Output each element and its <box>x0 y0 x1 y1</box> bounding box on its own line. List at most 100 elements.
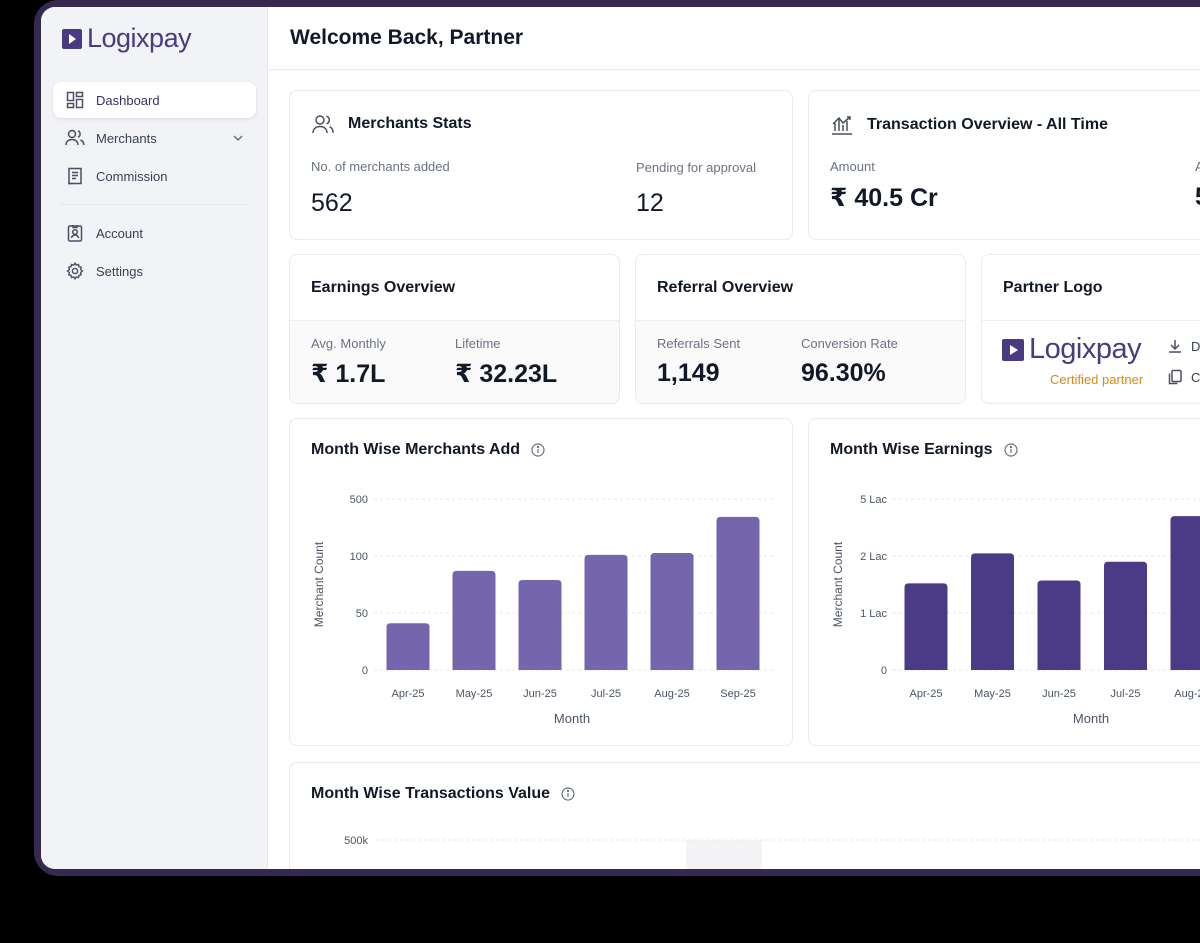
x-tick-label: May-25 <box>456 688 493 700</box>
logo-mark-icon <box>62 28 82 49</box>
referral-overview-card: Referral Overview Referrals Sent 1,149 C… <box>635 254 966 404</box>
gear-icon <box>65 261 85 281</box>
x-tick-label: Jul-25 <box>591 688 621 700</box>
x-tick-label: Jun-25 <box>1042 688 1076 700</box>
y-axis-label: Merchant Count <box>831 541 845 627</box>
sidebar: Logixpay Dashboard M <box>41 7 268 869</box>
earnings-overview-card: Earnings Overview Avg. Monthly ₹ 1.7L Li… <box>289 254 620 404</box>
copy-label-partial: C <box>1191 369 1200 385</box>
download-label-partial: D <box>1191 338 1200 354</box>
y-tick-label: 0 <box>362 665 368 677</box>
bar <box>650 553 694 670</box>
x-tick-label: Jun-25 <box>523 688 557 700</box>
x-tick-label: Aug-25 <box>654 688 689 700</box>
dashboard-icon <box>65 90 85 110</box>
pending-approval-value: 12 <box>636 189 664 217</box>
sidebar-item-label: Merchants <box>96 130 157 146</box>
sidebar-nav: Dashboard Merchants <box>53 82 256 291</box>
y-tick-label: 5 Lac <box>860 494 887 506</box>
sidebar-item-commission[interactable]: Commission <box>53 158 256 194</box>
count-label-partial: A <box>1195 159 1200 174</box>
brand-logo[interactable]: Logixpay <box>62 23 192 54</box>
chart-trend-icon <box>830 114 854 136</box>
card-title: Earnings Overview <box>311 278 456 296</box>
y-axis-label: Merchant Count <box>312 541 326 627</box>
conversion-rate-value: 96.30% <box>801 359 886 387</box>
logo-mark-icon <box>1002 338 1024 361</box>
earnings-chart-card: Month Wise Earnings 0 1 Lac 2 Lac 5 Lac Apr-… <box>808 418 1200 746</box>
bar <box>1104 561 1147 670</box>
bar <box>904 583 948 670</box>
id-badge-icon <box>65 223 85 243</box>
bar <box>716 516 760 670</box>
certified-partner-label: Certified partner <box>1050 372 1144 387</box>
y-tick-label: 1 Lac <box>860 608 887 620</box>
copy-logo-button[interactable]: C <box>1167 369 1200 385</box>
x-axis-label: Month <box>554 711 590 726</box>
chart-title: Month Wise Earnings <box>830 441 993 458</box>
app-screen: Logixpay Dashboard M <box>41 7 1200 869</box>
bar <box>584 554 628 670</box>
sidebar-item-label: Account <box>96 225 143 241</box>
partner-logo-preview: Logixpay <box>1002 333 1142 366</box>
merchants-stats-card: Merchants Stats No. of merchants added 5… <box>289 90 793 240</box>
bar <box>518 579 562 670</box>
chevron-down-icon[interactable] <box>232 132 244 147</box>
avg-monthly-label: Avg. Monthly <box>311 336 386 351</box>
card-title: Merchants Stats <box>348 115 472 132</box>
merchants-added-label: No. of merchants added <box>311 159 450 174</box>
main-content: Welcome Back, Partner Merchants Stats No… <box>269 7 1200 869</box>
transactions-chart-card: Month Wise Transactions Value 500k <box>289 762 1200 869</box>
merchants-chart-card: Month Wise Merchants Add 0 50 100 500 Apr-25… <box>289 418 793 746</box>
nav-divider <box>61 204 248 205</box>
copy-icon <box>1167 369 1183 385</box>
info-icon[interactable] <box>561 787 575 801</box>
card-title: Transaction Overview - All Time <box>867 116 1108 133</box>
x-tick-label: Apr-25 <box>909 688 942 700</box>
y-tick-label: 2 Lac <box>860 551 887 563</box>
sidebar-item-label: Dashboard <box>96 92 160 108</box>
info-icon[interactable] <box>531 443 545 457</box>
bar <box>971 553 1014 670</box>
x-tick-label: May-25 <box>974 688 1011 700</box>
merchants-added-value: 562 <box>311 189 353 217</box>
y-tick-label: 500k <box>344 835 368 847</box>
sidebar-item-label: Settings <box>96 263 143 279</box>
info-icon[interactable] <box>1003 443 1018 457</box>
users-icon <box>65 128 85 148</box>
sidebar-item-account[interactable]: Account <box>53 215 256 251</box>
referrals-sent-label: Referrals Sent <box>657 336 741 351</box>
receipt-icon <box>65 166 85 186</box>
earnings-bar-chart: 0 1 Lac 2 Lac 5 Lac Apr-25 May-25 Jun-25 Jul-25… <box>831 494 1200 726</box>
transactions-bar-chart: 500k <box>344 835 1200 847</box>
bar <box>386 623 430 670</box>
users-icon <box>311 114 335 134</box>
lifetime-value: ₹ 32.23L <box>455 360 558 388</box>
download-logo-button[interactable]: D <box>1167 338 1200 354</box>
card-title: Partner Logo <box>1003 278 1103 296</box>
page-title: Welcome Back, Partner <box>290 26 524 49</box>
y-tick-label: 50 <box>356 608 368 620</box>
sidebar-item-merchants[interactable]: Merchants <box>53 120 256 156</box>
transaction-overview-card: Transaction Overview - All Time Amount ₹… <box>808 90 1200 240</box>
bar <box>1170 516 1200 670</box>
chart-title: Month Wise Merchants Add <box>311 441 521 458</box>
partner-logo-text: Logixpay <box>1029 333 1142 365</box>
download-icon <box>1167 338 1183 354</box>
x-tick-label: Sep-25 <box>720 688 755 700</box>
chart-hover-band <box>686 840 762 869</box>
avg-monthly-value: ₹ 1.7L <box>311 360 386 388</box>
brand-name: Logixpay <box>87 23 192 53</box>
x-axis-label: Month <box>1073 711 1109 726</box>
sidebar-item-settings[interactable]: Settings <box>53 253 256 289</box>
sidebar-item-dashboard[interactable]: Dashboard <box>53 82 256 118</box>
lifetime-label: Lifetime <box>455 336 501 351</box>
referrals-sent-value: 1,149 <box>657 359 720 387</box>
bar <box>1037 580 1081 670</box>
x-tick-label: Apr-25 <box>391 688 424 700</box>
pending-approval-label: Pending for approval <box>636 160 756 175</box>
y-tick-label: 0 <box>881 665 887 677</box>
topbar: Welcome Back, Partner <box>269 7 1200 70</box>
count-value-partial: 5 <box>1195 183 1200 212</box>
x-tick-label: Jul-25 <box>1111 688 1141 700</box>
